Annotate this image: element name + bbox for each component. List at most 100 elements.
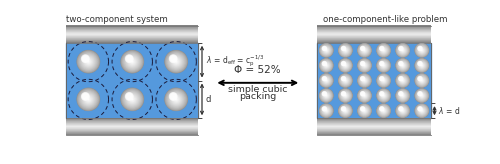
Circle shape: [400, 63, 402, 64]
Circle shape: [342, 61, 349, 70]
Circle shape: [345, 80, 346, 81]
Circle shape: [322, 76, 327, 82]
Circle shape: [363, 79, 366, 82]
Bar: [316, 126, 432, 127]
Bar: [316, 30, 432, 31]
Circle shape: [324, 93, 325, 94]
Circle shape: [361, 47, 368, 54]
Circle shape: [420, 79, 424, 82]
Circle shape: [128, 95, 137, 104]
Circle shape: [383, 80, 384, 81]
Circle shape: [88, 61, 89, 62]
Circle shape: [170, 55, 183, 68]
Circle shape: [340, 91, 346, 97]
Circle shape: [324, 63, 326, 64]
Circle shape: [126, 56, 138, 67]
Circle shape: [399, 77, 406, 84]
Circle shape: [322, 106, 327, 111]
Circle shape: [382, 64, 385, 67]
Circle shape: [399, 107, 402, 111]
Bar: [66, 34, 198, 35]
Circle shape: [324, 108, 328, 113]
Circle shape: [80, 53, 96, 70]
Circle shape: [383, 95, 384, 96]
Circle shape: [322, 91, 327, 96]
Circle shape: [400, 93, 405, 98]
Circle shape: [380, 108, 387, 114]
Circle shape: [400, 108, 406, 114]
Circle shape: [324, 64, 328, 67]
Circle shape: [363, 49, 366, 52]
Bar: [66, 31, 198, 32]
Circle shape: [398, 61, 407, 70]
Circle shape: [358, 44, 371, 57]
Bar: [316, 123, 432, 124]
Circle shape: [343, 93, 347, 98]
Circle shape: [322, 61, 331, 70]
Circle shape: [378, 45, 389, 56]
Circle shape: [322, 91, 330, 100]
Circle shape: [381, 93, 386, 98]
Circle shape: [361, 107, 368, 114]
Circle shape: [324, 62, 326, 65]
Circle shape: [345, 110, 346, 111]
Circle shape: [360, 46, 364, 51]
Circle shape: [362, 109, 366, 113]
Circle shape: [380, 47, 384, 50]
Circle shape: [399, 107, 406, 114]
Circle shape: [364, 49, 366, 51]
Circle shape: [322, 77, 326, 81]
Circle shape: [126, 94, 138, 105]
Bar: [316, 131, 432, 132]
Circle shape: [380, 47, 387, 54]
Bar: [66, 120, 198, 121]
Circle shape: [320, 44, 333, 57]
Circle shape: [360, 47, 364, 50]
Circle shape: [417, 106, 426, 115]
Circle shape: [340, 106, 350, 115]
Circle shape: [343, 63, 348, 68]
Circle shape: [170, 93, 177, 100]
Circle shape: [322, 76, 331, 85]
Circle shape: [360, 92, 365, 96]
Circle shape: [342, 92, 348, 99]
Circle shape: [172, 58, 174, 60]
Bar: [316, 31, 432, 32]
Bar: [316, 130, 432, 131]
Circle shape: [325, 49, 328, 51]
Circle shape: [416, 59, 428, 72]
Circle shape: [417, 106, 426, 115]
Circle shape: [362, 108, 368, 114]
Circle shape: [364, 65, 365, 66]
Circle shape: [419, 48, 420, 49]
Circle shape: [340, 60, 351, 71]
Circle shape: [420, 108, 424, 113]
Circle shape: [343, 78, 347, 83]
Circle shape: [128, 58, 130, 60]
Circle shape: [402, 80, 404, 82]
Circle shape: [176, 61, 177, 62]
Circle shape: [362, 93, 364, 95]
Circle shape: [363, 109, 366, 112]
Circle shape: [378, 44, 390, 56]
Circle shape: [321, 45, 332, 56]
Circle shape: [343, 108, 348, 113]
Circle shape: [322, 107, 326, 111]
Circle shape: [324, 79, 328, 82]
Circle shape: [416, 105, 428, 116]
Circle shape: [397, 60, 408, 71]
Circle shape: [360, 62, 364, 65]
Circle shape: [416, 90, 428, 101]
Circle shape: [418, 77, 422, 80]
Circle shape: [415, 43, 429, 57]
Circle shape: [378, 105, 390, 116]
Circle shape: [399, 92, 406, 99]
Circle shape: [400, 78, 402, 79]
Circle shape: [360, 45, 370, 55]
Circle shape: [382, 79, 385, 82]
Circle shape: [418, 62, 426, 69]
Circle shape: [321, 75, 332, 86]
Circle shape: [358, 44, 371, 57]
Circle shape: [421, 64, 423, 66]
Circle shape: [320, 105, 332, 117]
